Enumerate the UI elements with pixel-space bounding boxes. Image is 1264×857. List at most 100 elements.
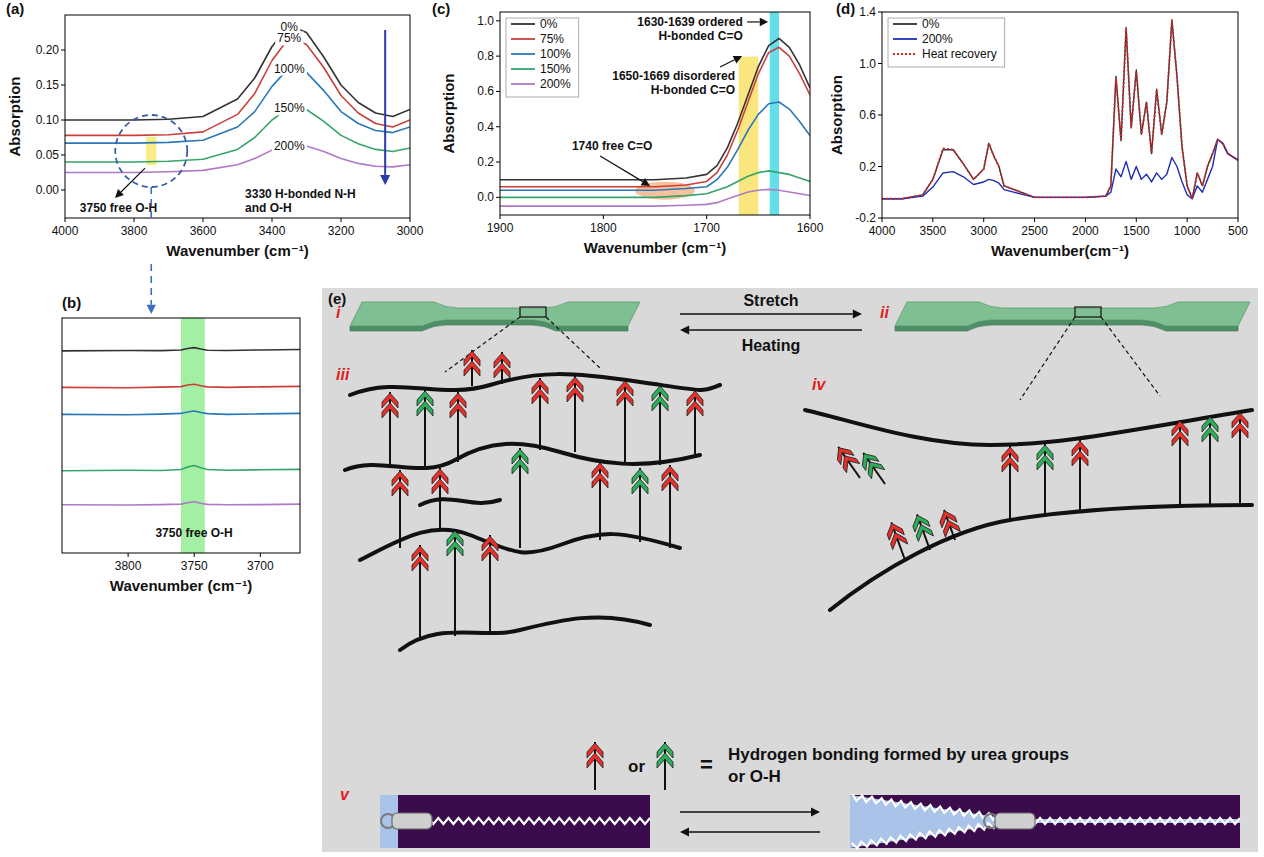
x-tick bbox=[706, 215, 707, 219]
legend-swatch bbox=[511, 23, 535, 25]
annotation: 1650-1669 disordered bbox=[612, 69, 735, 83]
arrow-shaft bbox=[747, 21, 760, 22]
y-tick-label: 1.4 bbox=[859, 5, 876, 19]
panel-letter: (d) bbox=[836, 0, 855, 17]
x-tick bbox=[410, 218, 411, 222]
chevron bbox=[450, 403, 466, 418]
chevron bbox=[617, 391, 633, 406]
chevron bbox=[512, 459, 528, 474]
hydrogen-bond bbox=[392, 470, 408, 548]
chevron bbox=[392, 481, 408, 496]
y-tick bbox=[496, 20, 500, 21]
zoom-connector bbox=[150, 187, 152, 218]
hydrogen-bond bbox=[632, 468, 648, 542]
spectrum-line bbox=[62, 466, 300, 471]
arrow-shaft bbox=[121, 168, 145, 192]
hydrogen-bond bbox=[937, 507, 963, 543]
arrow-shaft bbox=[384, 30, 386, 175]
chevron bbox=[447, 541, 463, 556]
panel-letter: (c) bbox=[432, 0, 450, 17]
y-axis-title: Absorption bbox=[440, 74, 457, 154]
y-tick-label: 0.00 bbox=[36, 183, 60, 197]
y-tick bbox=[878, 115, 882, 116]
legend-entry: 0% bbox=[922, 17, 940, 31]
legend-entry: 200% bbox=[922, 32, 953, 46]
arrow-head bbox=[680, 325, 689, 334]
spectrum-line bbox=[62, 411, 300, 415]
y-axis-title: Absorption bbox=[828, 75, 845, 155]
panel-letter: (b) bbox=[62, 294, 81, 311]
plot-background bbox=[65, 15, 410, 218]
legend-entry: 0% bbox=[540, 17, 558, 31]
specimen-top bbox=[350, 302, 640, 326]
chevron bbox=[464, 361, 480, 376]
x-tick bbox=[603, 215, 604, 219]
y-tick bbox=[496, 162, 500, 163]
chevron bbox=[587, 753, 603, 768]
label-patch bbox=[272, 139, 307, 153]
y-tick-label: 1.0 bbox=[477, 14, 494, 28]
x-tick-label: 3700 bbox=[247, 559, 274, 573]
zoom-circle bbox=[115, 115, 187, 187]
hydrogen-bond bbox=[432, 468, 448, 530]
arrow-shaft bbox=[689, 329, 862, 331]
plot-area bbox=[500, 12, 810, 215]
arrow-shaft bbox=[720, 60, 734, 67]
plot-area bbox=[65, 26, 410, 173]
arrow-head bbox=[147, 305, 156, 314]
plot-background bbox=[882, 12, 1238, 218]
process-label: Stretch bbox=[743, 292, 798, 309]
chevron bbox=[494, 363, 510, 378]
plot-area bbox=[882, 20, 1238, 199]
chevron bbox=[662, 476, 678, 491]
hydrogen-bond bbox=[909, 512, 937, 553]
spectrum-line bbox=[62, 348, 300, 351]
series-label: 75% bbox=[277, 31, 301, 45]
arrow bbox=[147, 264, 156, 314]
chevron bbox=[567, 387, 583, 402]
arrow-head bbox=[811, 808, 820, 817]
x-tick-label: 3600 bbox=[190, 224, 217, 238]
x-tick bbox=[272, 218, 273, 222]
hydrogen-bond bbox=[532, 378, 548, 450]
y-tick bbox=[878, 12, 882, 13]
specimen bbox=[895, 302, 1250, 331]
spectrum-line bbox=[65, 107, 410, 162]
diagram: (e)iiiiiiivvStretchHeatingor=Hydrogen bo… bbox=[322, 288, 1258, 852]
arrow-head bbox=[380, 175, 390, 185]
spectrum-line bbox=[62, 384, 300, 388]
hydrogen-bond bbox=[447, 530, 463, 636]
diagram-background bbox=[322, 288, 1258, 852]
panel: 4000350030002500200015001000500-0.20.20.… bbox=[828, 0, 1248, 259]
x-axis-title: Wavenumber (cm⁻¹) bbox=[110, 577, 252, 594]
panel: 380037503700Wavenumber (cm⁻¹)3750 free O… bbox=[62, 294, 300, 594]
chevron bbox=[1072, 451, 1088, 466]
legend-swatch bbox=[511, 83, 535, 85]
chevron bbox=[863, 457, 885, 478]
x-tick-label: 3000 bbox=[970, 224, 997, 238]
plot-frame bbox=[882, 12, 1238, 218]
polymer-chain bbox=[805, 410, 1252, 445]
y-tick bbox=[878, 218, 882, 219]
arrow-shaft bbox=[689, 831, 820, 833]
series-label: 100% bbox=[274, 62, 305, 76]
annotation: H-bonded C=O bbox=[651, 83, 735, 97]
x-tick-label: 3500 bbox=[920, 224, 947, 238]
hydrogen-bond bbox=[382, 392, 398, 468]
zipper-background bbox=[850, 795, 1240, 848]
y-tick bbox=[496, 126, 500, 127]
hydrogen-bond bbox=[412, 545, 428, 640]
x-tick bbox=[810, 215, 811, 219]
hydrogen-bond bbox=[687, 390, 703, 458]
spectrum-line bbox=[65, 68, 410, 144]
hydrogen-bond bbox=[1072, 440, 1088, 512]
x-tick-label: 4000 bbox=[52, 224, 79, 238]
hydrogen-bond bbox=[1202, 416, 1218, 505]
hydrogen-bond bbox=[512, 448, 528, 548]
arrow bbox=[680, 309, 862, 318]
hydrogen-bond bbox=[832, 442, 867, 482]
y-tick bbox=[61, 120, 65, 121]
y-tick-label: 0.8 bbox=[477, 49, 494, 63]
y-tick-label: 0.0 bbox=[477, 190, 494, 204]
arrow bbox=[747, 18, 768, 26]
